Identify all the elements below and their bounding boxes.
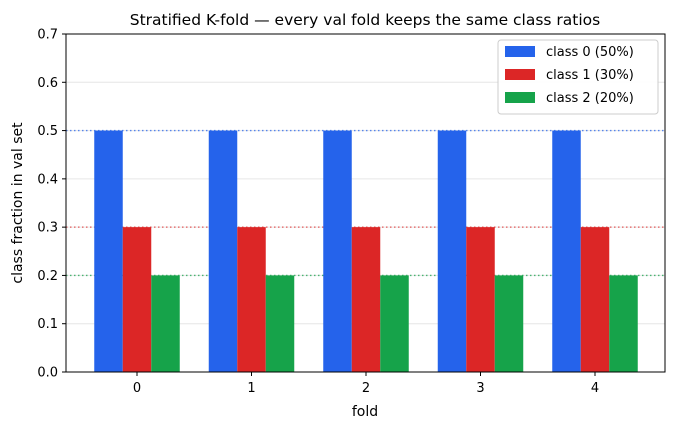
bar xyxy=(237,227,266,372)
x-axis-ticks: 0 1 2 3 4 xyxy=(133,372,599,396)
bar xyxy=(94,130,123,372)
y-axis-label: class fraction in val set xyxy=(10,122,26,284)
y-tick-label: 0.6 xyxy=(37,76,58,91)
legend-label: class 0 (50%) xyxy=(546,45,634,60)
y-tick-label: 0.7 xyxy=(37,28,58,43)
bar xyxy=(323,130,352,372)
bar xyxy=(552,130,581,372)
bars xyxy=(94,130,638,372)
legend-swatch xyxy=(505,92,535,103)
y-tick-label: 0.1 xyxy=(37,317,58,332)
legend-swatch xyxy=(505,46,535,57)
bar xyxy=(265,275,295,372)
bar xyxy=(494,275,524,372)
x-tick-label: 1 xyxy=(247,381,255,396)
bar xyxy=(122,227,152,372)
y-tick-label: 0.2 xyxy=(37,269,58,284)
bar xyxy=(437,130,467,372)
y-axis-ticks: 0.0 0.1 0.2 0.3 0.4 0.5 0.6 0.7 xyxy=(37,28,66,381)
chart-title: Stratified K-fold — every val fold keeps… xyxy=(130,11,601,29)
bar xyxy=(151,275,180,372)
x-tick-label: 2 xyxy=(362,381,370,396)
bar xyxy=(351,227,381,372)
x-axis-label: fold xyxy=(352,404,378,420)
legend-box xyxy=(497,39,659,115)
bar xyxy=(609,275,638,372)
legend: class 0 (50%) class 1 (30%) class 2 (20%) xyxy=(497,39,659,115)
x-tick-label: 4 xyxy=(591,381,599,396)
y-tick-label: 0.5 xyxy=(37,124,58,139)
bar xyxy=(580,227,610,372)
bar xyxy=(208,130,238,372)
legend-label: class 1 (30%) xyxy=(546,68,634,83)
bar xyxy=(466,227,495,372)
x-tick-label: 0 xyxy=(133,381,141,396)
bar xyxy=(380,275,409,372)
y-tick-label: 0.3 xyxy=(37,221,58,236)
x-tick-label: 3 xyxy=(476,381,484,396)
legend-label: class 2 (20%) xyxy=(546,91,634,106)
legend-swatch xyxy=(505,69,535,80)
y-tick-label: 0.0 xyxy=(37,366,58,381)
y-tick-label: 0.4 xyxy=(37,172,58,187)
